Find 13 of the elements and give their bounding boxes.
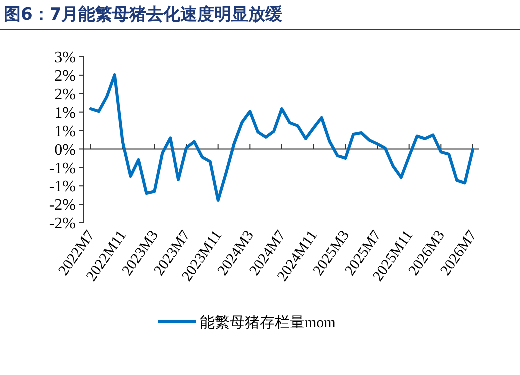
y-tick-label: -2% [49, 197, 76, 214]
y-tick-label: 2% [54, 68, 76, 86]
line-series [90, 74, 474, 202]
y-tick-label: 1% [54, 123, 76, 140]
y-tick-label: -1% [49, 160, 76, 178]
y-tick-label: 3% [54, 50, 76, 67]
legend-label: 能繁母猪存栏量mom [200, 314, 336, 332]
y-tick-label: 1% [54, 104, 76, 122]
chart-title: 图6：7月能繁母猪去化速度明显放缓 [4, 5, 284, 25]
y-tick-label: 0% [54, 142, 76, 159]
y-tick-label: -2% [49, 216, 76, 233]
y-tick-label: -1% [49, 178, 76, 196]
y-tick-label: 2% [54, 86, 76, 104]
